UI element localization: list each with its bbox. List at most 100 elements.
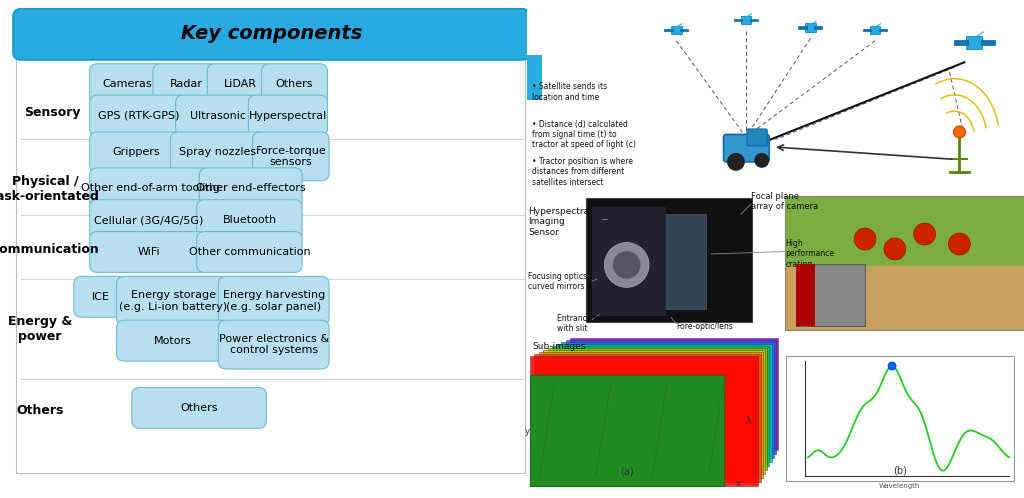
Text: High
performance
crating: High performance crating (785, 239, 835, 269)
Bar (565, 340, 776, 454)
Bar (953, 40, 968, 45)
Circle shape (727, 153, 744, 171)
FancyBboxPatch shape (170, 132, 264, 173)
Bar (667, 214, 707, 309)
Bar (544, 350, 765, 474)
Bar (879, 28, 887, 31)
Text: Cameras: Cameras (102, 79, 152, 89)
FancyBboxPatch shape (218, 276, 329, 325)
Text: (a): (a) (620, 467, 634, 477)
Text: • Satellite sends its
location and time: • Satellite sends its location and time (532, 82, 607, 102)
FancyBboxPatch shape (967, 36, 982, 48)
Bar (785, 356, 1014, 481)
Text: GPS (RTK-GPS): GPS (RTK-GPS) (97, 111, 179, 121)
Text: • Distance (d) calculated
from signal time (t) to
tractor at speed of light (c): • Distance (d) calculated from signal ti… (532, 120, 636, 149)
Text: x: x (736, 479, 741, 488)
Text: Hyperspectral: Hyperspectral (249, 111, 327, 121)
Bar (552, 346, 769, 466)
Text: Other communication: Other communication (188, 247, 310, 257)
Text: Hyperspectral
Imaging
Sensor: Hyperspectral Imaging Sensor (528, 207, 592, 237)
FancyBboxPatch shape (261, 64, 328, 105)
FancyBboxPatch shape (740, 15, 752, 24)
Text: Other end-effectors: Other end-effectors (196, 183, 305, 193)
Bar (734, 18, 742, 21)
FancyBboxPatch shape (869, 25, 881, 34)
Bar (529, 375, 724, 486)
FancyBboxPatch shape (805, 23, 816, 32)
Text: λ: λ (745, 416, 752, 426)
Text: Fore-optic/lens: Fore-optic/lens (676, 322, 733, 331)
Circle shape (755, 153, 769, 168)
Text: Motors: Motors (155, 336, 193, 346)
Circle shape (913, 223, 936, 245)
Text: Key components: Key components (181, 24, 362, 43)
FancyBboxPatch shape (197, 232, 302, 272)
Circle shape (854, 228, 876, 250)
FancyBboxPatch shape (132, 387, 266, 428)
Bar (535, 354, 761, 482)
Circle shape (948, 233, 971, 255)
Bar (527, 55, 543, 100)
FancyBboxPatch shape (218, 320, 329, 369)
FancyBboxPatch shape (74, 276, 128, 317)
FancyBboxPatch shape (249, 95, 328, 136)
Text: Other end-of-arm tooling: Other end-of-arm tooling (81, 183, 220, 193)
Circle shape (612, 251, 641, 279)
FancyBboxPatch shape (175, 95, 260, 136)
Text: LiDAR: LiDAR (223, 79, 257, 89)
Bar (557, 344, 772, 462)
Text: Sensory: Sensory (25, 106, 81, 119)
Bar (529, 356, 759, 486)
Text: Cellular (3G/4G/5G): Cellular (3G/4G/5G) (94, 215, 204, 225)
FancyBboxPatch shape (90, 132, 182, 173)
FancyBboxPatch shape (13, 9, 530, 60)
FancyBboxPatch shape (746, 129, 767, 146)
FancyBboxPatch shape (784, 196, 1024, 330)
Bar (981, 40, 995, 45)
FancyBboxPatch shape (197, 200, 302, 241)
Text: Others: Others (16, 404, 63, 417)
FancyBboxPatch shape (117, 320, 230, 361)
Bar (814, 26, 822, 29)
Bar (796, 264, 865, 326)
Circle shape (953, 126, 966, 138)
FancyBboxPatch shape (90, 200, 208, 241)
Text: Focusing optics
curved mirrors: Focusing optics curved mirrors (528, 272, 588, 291)
Text: Spray nozzles: Spray nozzles (179, 147, 256, 157)
FancyBboxPatch shape (90, 64, 165, 105)
Circle shape (604, 243, 649, 287)
FancyBboxPatch shape (117, 276, 230, 325)
Text: y: y (525, 427, 529, 436)
Bar (799, 26, 807, 29)
Text: Energy storage
(e.g. Li-ion battery): Energy storage (e.g. Li-ion battery) (119, 290, 227, 312)
Text: Bluetooth: Bluetooth (222, 215, 276, 225)
Text: Force-torque
sensors: Force-torque sensors (255, 145, 327, 167)
Text: Radar: Radar (169, 79, 203, 89)
Bar (561, 342, 774, 458)
Text: ICE: ICE (92, 292, 110, 302)
Bar (539, 352, 763, 478)
Text: WiFi: WiFi (137, 247, 161, 257)
Bar (785, 197, 1024, 266)
FancyBboxPatch shape (90, 95, 187, 136)
Text: (b): (b) (893, 466, 907, 476)
Bar (570, 338, 778, 450)
Bar (680, 28, 688, 31)
FancyBboxPatch shape (671, 25, 682, 34)
Bar (863, 28, 871, 31)
FancyBboxPatch shape (90, 168, 211, 209)
Bar (548, 348, 767, 470)
Text: Grippers: Grippers (112, 147, 160, 157)
Text: Entrance port
with slit: Entrance port with slit (557, 314, 609, 333)
FancyBboxPatch shape (724, 134, 769, 162)
Text: Power electronics &
control systems: Power electronics & control systems (219, 334, 329, 356)
Bar (750, 18, 758, 21)
Text: Energy harvesting
(e.g. solar panel): Energy harvesting (e.g. solar panel) (222, 290, 325, 312)
FancyBboxPatch shape (90, 232, 208, 272)
FancyBboxPatch shape (200, 168, 302, 209)
Text: Others: Others (275, 79, 313, 89)
Text: Energy &
power: Energy & power (8, 315, 73, 343)
FancyBboxPatch shape (153, 64, 219, 105)
Text: Wavelength: Wavelength (880, 483, 921, 489)
Bar (592, 207, 667, 316)
